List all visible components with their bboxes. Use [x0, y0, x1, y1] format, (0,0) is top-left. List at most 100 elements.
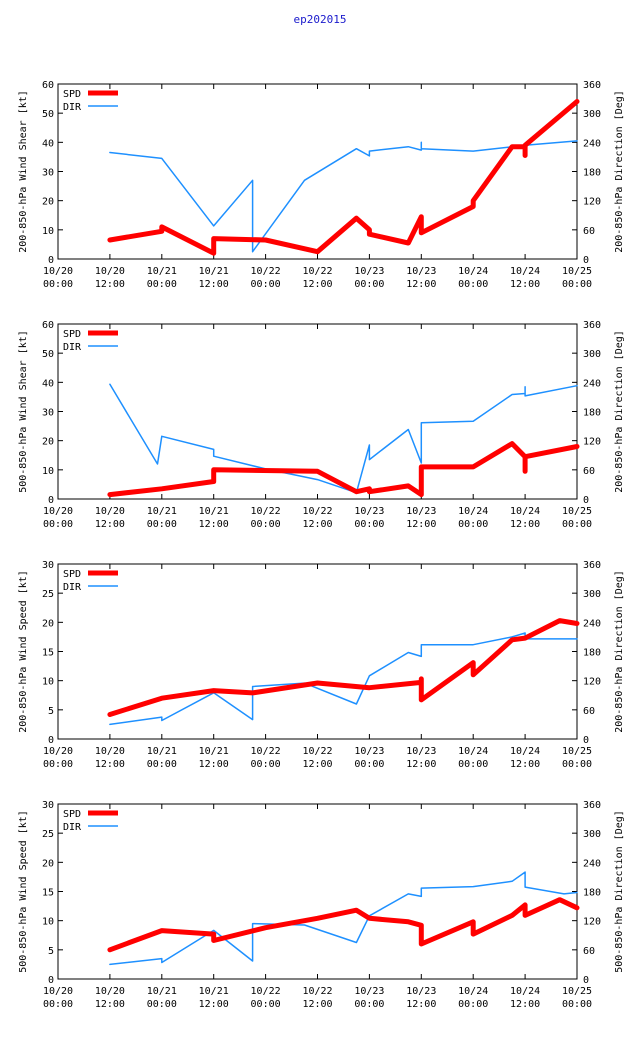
x-tick-label-time: 00:00: [43, 999, 73, 1010]
x-tick-label-date: 10/21: [147, 266, 177, 277]
x-tick-label-date: 10/22: [302, 506, 332, 517]
x-tick-label-date: 10/21: [199, 986, 229, 997]
x-tick-label-date: 10/23: [406, 266, 436, 277]
y2-tick-label: 0: [583, 975, 589, 986]
x-tick-label-date: 10/24: [510, 266, 540, 277]
legend-label-spd: SPD: [63, 329, 81, 340]
y-tick-label: 25: [42, 589, 54, 600]
y-axis-label: 200-850-hPa Wind Speed [kt]: [18, 570, 29, 733]
y-tick-label: 30: [42, 168, 54, 179]
legend-label-dir: DIR: [63, 822, 82, 833]
y-tick-label: 10: [42, 226, 54, 237]
y2-tick-label: 240: [583, 858, 601, 869]
x-tick-label-date: 10/22: [302, 746, 332, 757]
x-tick-label-date: 10/21: [147, 986, 177, 997]
x-tick-label-date: 10/22: [302, 266, 332, 277]
x-tick-label-time: 00:00: [562, 519, 592, 530]
y-tick-label: 5: [48, 946, 54, 957]
y-tick-label: 5: [48, 706, 54, 717]
x-tick-label-date: 10/21: [199, 266, 229, 277]
y-tick-label: 20: [42, 437, 54, 448]
y2-tick-label: 120: [583, 437, 601, 448]
x-tick-label-time: 12:00: [406, 759, 436, 770]
y-tick-label: 10: [42, 466, 54, 477]
x-tick-label-time: 00:00: [251, 759, 281, 770]
legend-label-dir: DIR: [63, 342, 82, 353]
x-tick-label-time: 12:00: [199, 759, 229, 770]
x-tick-label-date: 10/24: [510, 986, 540, 997]
legend-label-dir: DIR: [63, 582, 82, 593]
y2-tick-label: 0: [583, 735, 589, 746]
y2-tick-label: 360: [583, 800, 601, 811]
y2-axis-label: 200-850-hPa Direction [Deg]: [614, 90, 625, 253]
x-tick-label-time: 00:00: [43, 279, 73, 290]
y-axis-label: 500-850-hPa Wind Shear [kt]: [18, 330, 29, 493]
y-tick-label: 20: [42, 858, 54, 869]
y2-tick-label: 300: [583, 349, 601, 360]
y2-tick-label: 60: [583, 226, 595, 237]
x-tick-label-time: 12:00: [199, 279, 229, 290]
y2-tick-label: 300: [583, 589, 601, 600]
y2-tick-label: 360: [583, 560, 601, 571]
y-tick-label: 0: [48, 255, 54, 266]
x-tick-label-date: 10/23: [354, 986, 384, 997]
x-tick-label-time: 00:00: [147, 519, 177, 530]
legend-label-dir: DIR: [63, 102, 82, 113]
x-tick-label-date: 10/22: [251, 746, 281, 757]
y-tick-label: 15: [42, 888, 54, 899]
x-tick-label-date: 10/20: [95, 746, 125, 757]
x-tick-label-time: 00:00: [354, 759, 384, 770]
x-tick-label-time: 00:00: [147, 279, 177, 290]
x-tick-label-date: 10/21: [199, 746, 229, 757]
legend-label-spd: SPD: [63, 569, 81, 580]
x-tick-label-time: 12:00: [510, 519, 540, 530]
x-tick-label-date: 10/23: [354, 266, 384, 277]
series-line-spd: [107, 897, 580, 953]
x-tick-label-date: 10/24: [458, 266, 488, 277]
x-tick-label-date: 10/22: [302, 986, 332, 997]
legend-label-spd: SPD: [63, 809, 81, 820]
series-line-spd: [107, 618, 580, 717]
x-tick-label-time: 00:00: [354, 279, 384, 290]
y2-tick-label: 180: [583, 408, 601, 419]
x-tick-label-time: 00:00: [562, 759, 592, 770]
y-tick-label: 15: [42, 648, 54, 659]
x-tick-label-time: 00:00: [458, 279, 488, 290]
x-tick-label-date: 10/25: [562, 506, 592, 517]
y2-tick-label: 0: [583, 255, 589, 266]
y-tick-label: 10: [42, 677, 54, 688]
x-tick-label-time: 00:00: [251, 999, 281, 1010]
x-tick-label-time: 00:00: [43, 759, 73, 770]
x-tick-label-time: 00:00: [562, 999, 592, 1010]
y-tick-label: 20: [42, 197, 54, 208]
x-tick-label-date: 10/20: [95, 266, 125, 277]
x-tick-label-time: 00:00: [562, 279, 592, 290]
plot-frame: [57, 803, 578, 980]
x-tick-label-time: 12:00: [406, 279, 436, 290]
x-tick-label-time: 12:00: [302, 279, 332, 290]
y2-axis-label: 500-850-hPa Direction [Deg]: [614, 810, 625, 973]
x-tick-label-time: 00:00: [147, 759, 177, 770]
y2-tick-label: 120: [583, 197, 601, 208]
x-tick-label-time: 00:00: [354, 999, 384, 1010]
y2-tick-label: 240: [583, 378, 601, 389]
y-tick-label: 30: [42, 800, 54, 811]
y-tick-label: 40: [42, 378, 54, 389]
x-tick-label-date: 10/24: [458, 506, 488, 517]
y2-axis-label: 200-850-hPa Direction [Deg]: [614, 570, 625, 733]
x-tick-label-time: 00:00: [251, 519, 281, 530]
legend-label-spd: SPD: [63, 89, 81, 100]
y-tick-label: 0: [48, 735, 54, 746]
y2-tick-label: 180: [583, 168, 601, 179]
y2-tick-label: 360: [583, 80, 601, 91]
y-tick-label: 30: [42, 408, 54, 419]
x-tick-label-time: 12:00: [302, 759, 332, 770]
x-tick-label-date: 10/23: [354, 746, 384, 757]
x-tick-label-date: 10/23: [406, 986, 436, 997]
plot-frame: [57, 83, 578, 260]
y-axis-label: 200-850-hPa Wind Shear [kt]: [18, 90, 29, 253]
y2-tick-label: 360: [583, 320, 601, 331]
x-tick-label-date: 10/23: [406, 506, 436, 517]
series-line-spd: [107, 99, 580, 256]
x-tick-label-time: 12:00: [95, 519, 125, 530]
